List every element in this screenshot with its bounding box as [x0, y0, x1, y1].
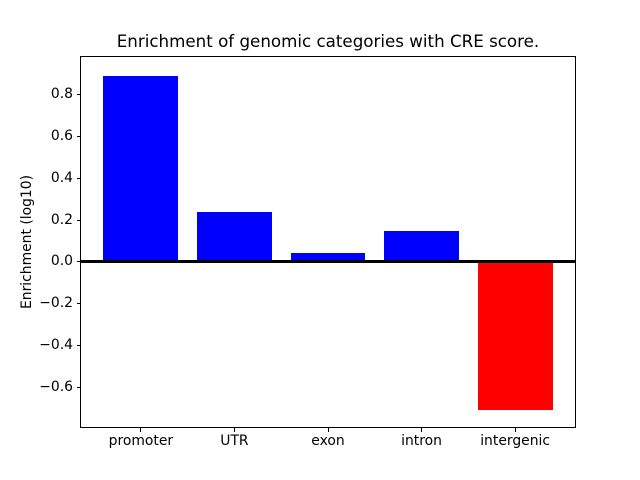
x-tick-label-exon: exon — [311, 433, 345, 449]
y-tick-0.0 — [76, 261, 81, 263]
y-tick-−0.2 — [76, 303, 81, 305]
x-tick-label-intron: intron — [401, 433, 442, 449]
bar-exon — [290, 253, 366, 262]
zero-line — [81, 260, 575, 264]
bar-UTR — [197, 211, 272, 262]
chart-title: Enrichment of genomic categories with CR… — [116, 31, 540, 51]
x-tick-exon — [327, 428, 329, 432]
y-tick-label-0.6: 0.6 — [50, 127, 73, 144]
x-tick-label-intergenic: intergenic — [480, 433, 550, 449]
y-tick-0.2 — [76, 219, 81, 221]
bar-intron — [384, 230, 459, 262]
x-tick-label-promoter: promoter — [108, 433, 174, 449]
y-axis-label: Enrichment (log10) — [19, 174, 35, 310]
y-tick-label-0.0: 0.0 — [50, 253, 73, 270]
x-tick-UTR — [233, 428, 235, 432]
y-tick-label-0.8: 0.8 — [50, 86, 73, 103]
x-tick-label-UTR: UTR — [220, 433, 249, 449]
bar-promoter — [103, 75, 179, 262]
bar-intergenic — [477, 261, 553, 411]
x-tick-intron — [421, 428, 423, 432]
y-tick-−0.6 — [76, 386, 81, 388]
x-tick-intergenic — [514, 428, 516, 432]
y-tick-−0.4 — [76, 344, 81, 346]
y-tick-label-−0.4: −0.4 — [39, 336, 73, 353]
y-tick-label-0.2: 0.2 — [50, 211, 73, 228]
y-tick-label-0.4: 0.4 — [50, 169, 73, 186]
y-tick-0.8 — [76, 94, 81, 96]
y-tick-0.6 — [76, 135, 81, 137]
y-tick-0.4 — [76, 177, 81, 179]
x-tick-promoter — [140, 428, 142, 432]
plot-area — [80, 56, 576, 428]
y-tick-label-−0.2: −0.2 — [39, 295, 73, 312]
y-tick-label-−0.6: −0.6 — [39, 378, 73, 395]
